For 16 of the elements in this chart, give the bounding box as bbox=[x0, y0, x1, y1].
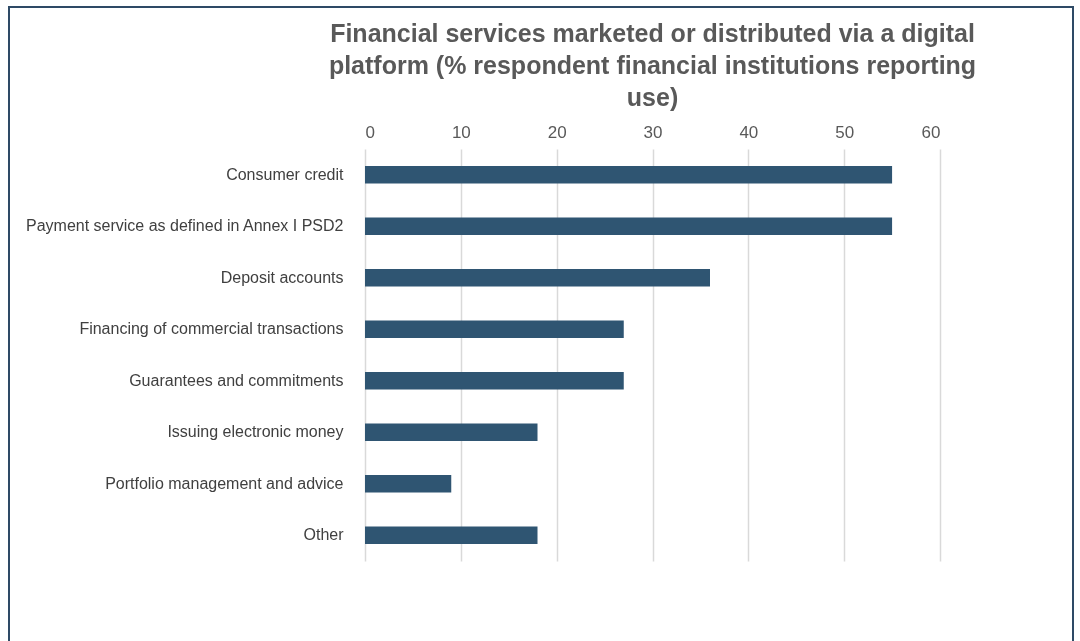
y-tick-label: Deposit accounts bbox=[220, 268, 344, 286]
y-tick-label: Other bbox=[303, 526, 345, 544]
y-tick-label: Guarantees and commitments bbox=[129, 371, 344, 389]
x-tick-label: 30 bbox=[643, 122, 663, 142]
x-tick-label: 10 bbox=[451, 122, 471, 142]
x-tick-label: 20 bbox=[547, 122, 567, 142]
x-tick-label: 40 bbox=[739, 122, 759, 142]
y-tick-label: Consumer credit bbox=[226, 165, 345, 183]
y-tick-label: Issuing electronic money bbox=[167, 423, 344, 441]
x-tick-label: 0 bbox=[365, 122, 375, 142]
x-tick-label: 60 bbox=[921, 122, 941, 142]
y-tick-label: Financing of commercial transactions bbox=[79, 320, 344, 338]
y-tick-label: Payment service as defined in Annex I PSD2 bbox=[25, 217, 344, 235]
chart-title: Financial services marketed or distributed via a digital platform (% respondent financial institutions reporting use) bbox=[328, 19, 977, 111]
y-tick-label: Portfolio management and advice bbox=[105, 474, 344, 492]
x-tick-label: 50 bbox=[835, 122, 855, 142]
